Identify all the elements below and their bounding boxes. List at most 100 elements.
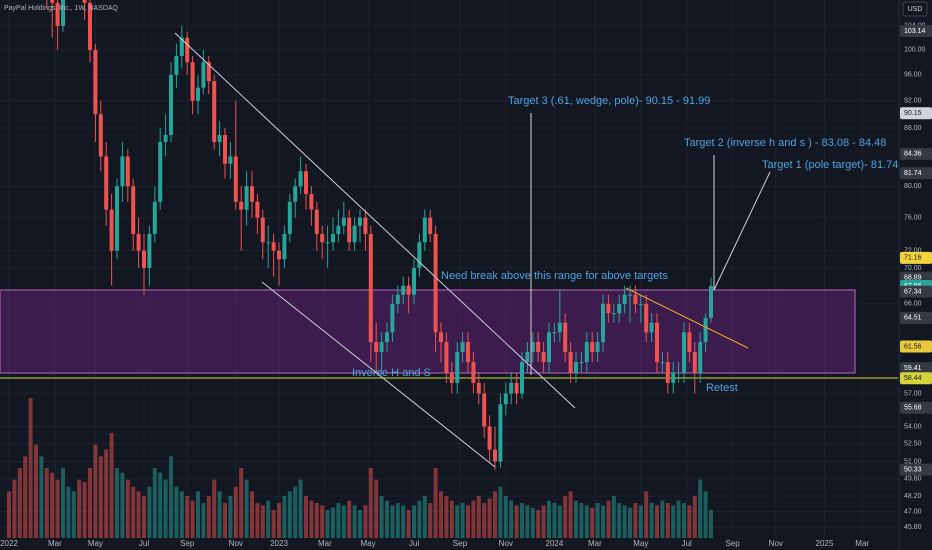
candle-body [320, 233, 325, 243]
candle-body [304, 171, 308, 194]
x-tick-label: Jul [139, 539, 149, 548]
volume-bar [39, 456, 44, 538]
x-tick-label: 2022 [0, 539, 18, 548]
candle-body [309, 193, 314, 210]
volume-bar [676, 500, 681, 538]
volume-bar [152, 468, 157, 538]
volume-bar [44, 468, 49, 538]
volume-bar [223, 503, 227, 538]
candle-body [439, 332, 443, 343]
annotation: Retest [706, 382, 738, 394]
y-tick-label: 48.20 [904, 493, 922, 500]
price-badge [900, 285, 932, 298]
y-tick-label: 51.00 [904, 458, 922, 465]
candle-body [422, 217, 427, 243]
volume-bar [552, 503, 557, 538]
volume-bar [617, 503, 622, 538]
x-tick-label: Mar [48, 539, 62, 548]
volume-bar [649, 503, 654, 538]
volume-bar [174, 486, 179, 538]
y-tick-label: 72.00 [904, 248, 922, 255]
candle-body [158, 142, 163, 202]
candle-body [617, 303, 622, 314]
volume-bar [466, 505, 470, 538]
volume-bar [703, 491, 708, 538]
volume-bar [179, 491, 184, 538]
y-tick-label: 49.60 [904, 475, 922, 482]
volume-bar [520, 503, 524, 538]
annotation: Target 3 (.61, wedge, pole)- 90.15 - 91.… [508, 95, 710, 107]
x-tick-label: Nov [229, 539, 243, 548]
y-tick-label: 47.00 [904, 508, 922, 515]
candle-body [444, 342, 449, 373]
candle-body [185, 37, 190, 63]
volume-bar [131, 486, 136, 538]
volume-bar [611, 496, 616, 538]
volume-bar [412, 505, 416, 538]
candle-body [455, 352, 460, 383]
annotation: Target 1 (pole target)- 81.74 [762, 159, 898, 171]
candle-body [471, 362, 476, 383]
candle-body [55, 2, 60, 26]
candle-body [390, 303, 395, 333]
volume-bar [503, 496, 508, 538]
volume-bar [77, 479, 82, 538]
candle-body [385, 332, 389, 343]
candle-body [579, 362, 584, 364]
volume-bar [98, 456, 103, 538]
volume-bar [12, 479, 17, 538]
volume-bar [574, 500, 578, 538]
volume-bar [250, 491, 254, 538]
candles-layer [46, 0, 713, 470]
candle-body [655, 322, 659, 363]
x-tick-label: Sep [725, 539, 740, 548]
candle-body [266, 242, 271, 244]
volume-bar [563, 496, 568, 538]
y-tick-label: 66.00 [904, 301, 922, 308]
candle-body [584, 342, 589, 363]
candle-body [374, 342, 379, 353]
candle-body [228, 156, 233, 164]
price-badge [900, 340, 932, 353]
candle-body [401, 285, 406, 295]
candle-body [336, 225, 341, 234]
range-zone [0, 289, 856, 374]
volume-layer [7, 398, 713, 538]
volume-bar [120, 472, 125, 538]
volume-bar [622, 505, 627, 538]
volume-bar [287, 491, 292, 538]
volume-bar [698, 479, 703, 538]
volume-bar [487, 498, 492, 538]
volume-bar [460, 503, 465, 538]
candle-body [660, 362, 665, 364]
volume-bar [34, 444, 38, 538]
candle-body [698, 342, 703, 373]
volume-bar [363, 505, 368, 538]
candle-body [271, 242, 276, 251]
candle-body [93, 49, 98, 115]
candle-body [687, 332, 692, 353]
candle-body [314, 209, 319, 234]
candle-body [665, 362, 670, 383]
candle-body [590, 342, 595, 353]
candle-body [260, 217, 265, 243]
currency-button[interactable] [902, 1, 928, 17]
currency[interactable]: USD [908, 6, 923, 13]
price-badge-label: 71.16 [904, 255, 922, 262]
candle-body [412, 267, 416, 295]
volume-bar [401, 505, 406, 538]
volume-bar [255, 503, 260, 538]
candle-body [611, 313, 616, 315]
volume-bar [358, 510, 362, 538]
candle-body [514, 382, 519, 394]
volume-bar [449, 500, 454, 538]
volume-bar [309, 500, 314, 538]
candle-body [61, 0, 65, 26]
candle-body [703, 317, 708, 343]
volume-bar [406, 510, 411, 538]
candle-body [325, 242, 330, 244]
price-badge [900, 372, 932, 385]
candle-body [250, 186, 254, 202]
candle-body [244, 186, 249, 210]
